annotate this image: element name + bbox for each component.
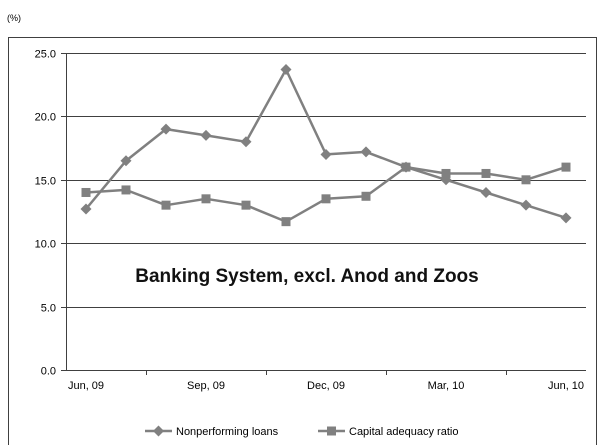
series-capital-adequacy-ratio xyxy=(81,162,571,227)
y-tick-label: 5.0 xyxy=(41,303,56,315)
x-tick-label: Dec, 09 xyxy=(307,380,345,392)
chart-border xyxy=(8,37,597,445)
data-point-nonperforming-loans xyxy=(280,63,292,75)
data-point-nonperforming-loans xyxy=(160,123,172,135)
legend-label: Capital adequacy ratio xyxy=(349,426,458,438)
legend-marker-diamond xyxy=(153,425,164,437)
legend-marker-square xyxy=(327,426,336,436)
series-nonperforming-loans xyxy=(80,63,572,224)
x-tick-label: Jun, 10 xyxy=(548,380,584,392)
data-point-nonperforming-loans xyxy=(520,199,532,211)
y-tick-label: 15.0 xyxy=(35,176,56,188)
data-point-capital-adequacy-ratio xyxy=(561,162,571,172)
legend-item-capital-adequacy-ratio: Capital adequacy ratio xyxy=(318,426,458,438)
x-tick-label: Jun, 09 xyxy=(68,380,104,392)
y-tick-label: 25.0 xyxy=(35,49,56,61)
data-point-capital-adequacy-ratio xyxy=(241,200,251,210)
data-point-capital-adequacy-ratio xyxy=(441,168,451,178)
data-point-nonperforming-loans xyxy=(120,155,132,167)
legend-label: Nonperforming loans xyxy=(176,426,279,438)
axes: 0.0 5.0 10.0 15.0 20.0 25.0 Jun, 09 Sep, 09 Dec,… xyxy=(35,49,584,393)
data-point-nonperforming-loans xyxy=(480,186,492,198)
data-point-capital-adequacy-ratio xyxy=(281,217,291,227)
data-point-nonperforming-loans xyxy=(240,136,252,148)
data-point-nonperforming-loans xyxy=(80,203,92,215)
data-point-capital-adequacy-ratio xyxy=(201,194,211,204)
data-point-nonperforming-loans xyxy=(560,212,572,224)
data-point-capital-adequacy-ratio xyxy=(481,168,491,178)
y-axis-unit-label: (%) xyxy=(7,13,21,23)
data-point-capital-adequacy-ratio xyxy=(121,185,131,195)
data-point-capital-adequacy-ratio xyxy=(321,194,331,204)
data-point-capital-adequacy-ratio xyxy=(81,187,91,197)
x-tick-label: Sep, 09 xyxy=(187,380,225,392)
y-tick-label: 20.0 xyxy=(35,112,56,124)
x-tick-label: Mar, 10 xyxy=(428,380,465,392)
data-point-nonperforming-loans xyxy=(360,146,372,158)
gridlines xyxy=(66,53,586,371)
data-point-capital-adequacy-ratio xyxy=(161,200,171,210)
legend: Nonperforming loans Capital adequacy rati… xyxy=(145,425,458,438)
data-point-capital-adequacy-ratio xyxy=(401,162,411,172)
legend-item-nonperforming-loans: Nonperforming loans xyxy=(145,425,279,438)
y-tick-label: 10.0 xyxy=(35,239,56,251)
data-point-nonperforming-loans xyxy=(320,148,332,160)
y-tick-label: 0.0 xyxy=(41,366,56,378)
data-point-nonperforming-loans xyxy=(200,129,212,141)
data-point-capital-adequacy-ratio xyxy=(521,175,531,185)
data-point-capital-adequacy-ratio xyxy=(361,191,371,201)
chart-annotation: Banking System, excl. Anod and Zoos xyxy=(135,266,478,287)
series xyxy=(80,63,572,227)
